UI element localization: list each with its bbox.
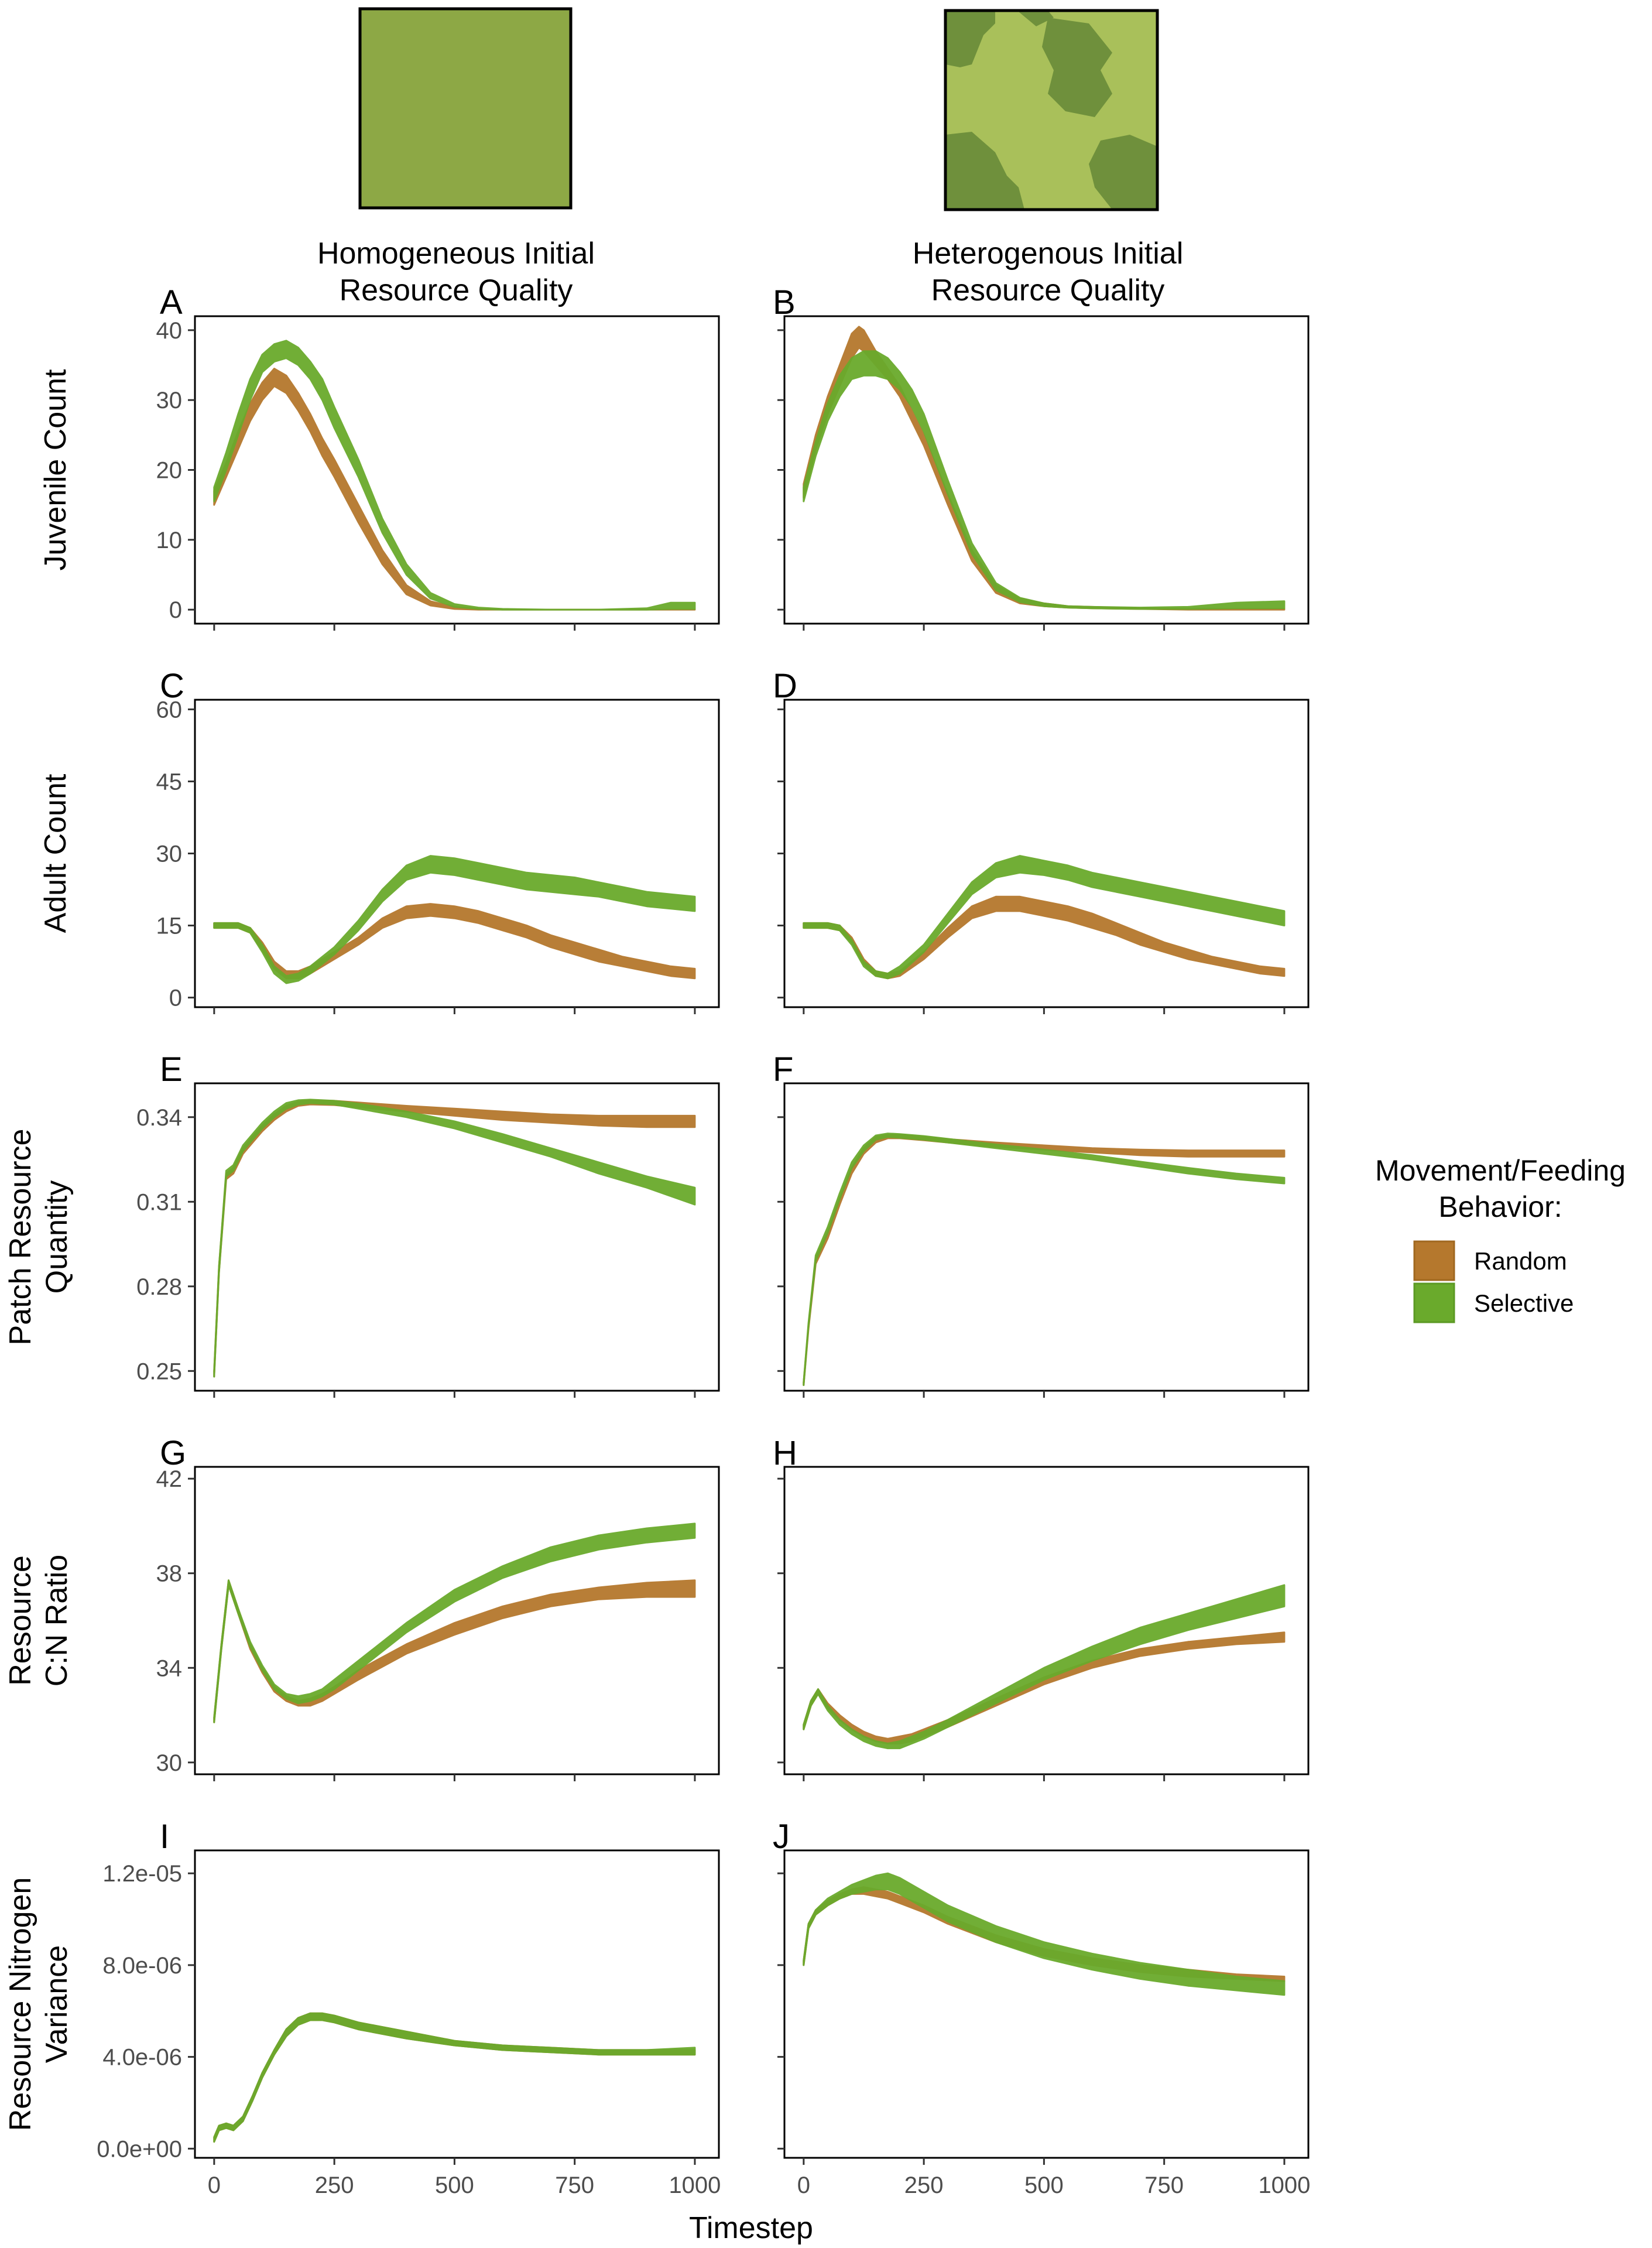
- x-tick-label: 500: [1024, 2172, 1064, 2198]
- panel-G: 30 34 38 42G: [156, 1434, 720, 1781]
- y-tick-label: 45: [156, 769, 183, 795]
- panel-letter: F: [773, 1051, 793, 1089]
- panel-letter: E: [160, 1051, 183, 1089]
- y-tick-label: 1.2e-05: [102, 1861, 182, 1887]
- panel-J: 0 250 500 750 1000 J: [773, 1818, 1310, 2198]
- row-label-5: Resource Nitrogen: [4, 1877, 37, 2131]
- legend-title-line2: Behavior:: [1438, 1190, 1562, 1223]
- column-title-homogeneous-line2: Resource Quality: [340, 273, 573, 307]
- row-label-4: C:N Ratio: [40, 1555, 74, 1686]
- x-tick-label: 1000: [1258, 2172, 1310, 2198]
- panel-letter: D: [773, 667, 797, 705]
- series-band-selective: [213, 340, 696, 611]
- series-band-selective: [213, 1522, 696, 1723]
- panel-frame: [783, 1849, 1310, 2159]
- row-label-2: Adult Count: [39, 774, 73, 933]
- panel-E: 0.25 0.28 0.31 0.34 E: [136, 1051, 720, 1398]
- y-tick-label: 15: [156, 913, 183, 939]
- panel-frame: [194, 1082, 720, 1392]
- legend-title-line1: Movement/Feeding: [1375, 1154, 1626, 1187]
- panel-A: 0 10 20 30 40A: [156, 283, 720, 631]
- y-tick-label: 0: [169, 986, 182, 1011]
- y-tick-label: 34: [156, 1655, 183, 1681]
- y-tick-label: 0.31: [136, 1189, 182, 1215]
- row-label-5: Variance: [40, 1945, 74, 2063]
- series-band-selective: [803, 1872, 1286, 1996]
- panel-frame: [194, 1849, 720, 2159]
- legend-label-selective: Selective: [1474, 1289, 1574, 1317]
- series-band-selective: [803, 1132, 1286, 1386]
- homogeneous-landscape-thumbnail: [358, 7, 573, 210]
- x-tick-label: 250: [315, 2172, 354, 2198]
- panel-frame: [194, 315, 720, 625]
- row-label-3: Quantity: [40, 1181, 74, 1294]
- series-band-selective: [803, 350, 1286, 610]
- y-tick-label: 40: [156, 318, 183, 344]
- y-tick-label: 0.34: [136, 1105, 182, 1131]
- panel-letter: C: [160, 667, 184, 705]
- y-tick-label: 8.0e-06: [102, 1953, 182, 1979]
- y-tick-label: 38: [156, 1561, 183, 1587]
- legend-label-random: Random: [1474, 1247, 1567, 1275]
- panel-letter: G: [160, 1434, 186, 1472]
- row-label-1: Juvenile Count: [39, 369, 73, 571]
- panel-D: D: [773, 667, 1310, 1014]
- legend: Movement/Feeding Behavior: Random Select…: [1375, 1154, 1626, 1323]
- x-tick-label: 0: [208, 2172, 221, 2198]
- column-title-homogeneous-line1: Homogeneous Initial: [317, 237, 595, 271]
- series-band-selective: [213, 2012, 696, 2143]
- series-band-selective: [213, 855, 696, 984]
- y-tick-label: 60: [156, 697, 183, 723]
- panel-frame: [783, 699, 1310, 1008]
- y-tick-label: 30: [156, 1750, 183, 1776]
- y-tick-label: 0.0e+00: [97, 2136, 182, 2162]
- x-tick-label: 0: [797, 2172, 810, 2198]
- column-title-heterogeneous-line1: Heterogenous Initial: [913, 237, 1184, 271]
- y-tick-label: 4.0e-06: [102, 2045, 182, 2071]
- y-tick-label: 0.25: [136, 1359, 182, 1384]
- y-tick-label: 10: [156, 528, 183, 553]
- heterogeneous-landscape-thumbnail: [944, 9, 1159, 211]
- panel-letter: H: [773, 1434, 797, 1472]
- panel-F: F: [773, 1051, 1310, 1398]
- y-tick-label: 0.28: [136, 1274, 182, 1300]
- series-band-selective: [803, 1584, 1286, 1750]
- y-tick-label: 20: [156, 458, 183, 484]
- panel-C: 0 15 30 45 60C: [156, 667, 720, 1014]
- x-tick-label: 500: [435, 2172, 474, 2198]
- x-tick-label: 750: [1144, 2172, 1184, 2198]
- row-label-4: Resource: [4, 1555, 37, 1686]
- panels: 0 10 20 30 40A B 0 15 30 45 60C D 0.25 0.28 0.31 0.34 E F…: [97, 283, 1310, 2198]
- panel-letter: I: [160, 1818, 169, 1856]
- panel-I: 0.0e+00 4.0e-06 8.0e-06 1.2e-05 0 250 500 750 10…: [97, 1818, 721, 2198]
- series-band-selective: [213, 1099, 696, 1378]
- y-tick-label: 30: [156, 841, 183, 867]
- panel-letter: B: [773, 283, 796, 321]
- x-tick-label: 1000: [669, 2172, 721, 2198]
- x-tick-label: 250: [904, 2172, 944, 2198]
- x-tick-label: 750: [555, 2172, 594, 2198]
- row-labels: Juvenile Count Adult Count Patch Resource Q…: [4, 369, 74, 2131]
- panel-frame: [194, 699, 720, 1008]
- y-tick-label: 30: [156, 388, 183, 413]
- series-band-selective: [803, 855, 1286, 980]
- panel-frame: [783, 1082, 1310, 1392]
- panel-frame: [194, 1466, 720, 1775]
- panel-H: H: [773, 1434, 1310, 1781]
- column-title-heterogeneous-line2: Resource Quality: [931, 273, 1165, 307]
- panel-letter: A: [160, 283, 183, 321]
- row-label-3: Patch Resource: [4, 1129, 37, 1346]
- legend-key-selective: [1413, 1282, 1455, 1323]
- panel-B: B: [773, 283, 1310, 631]
- panel-letter: J: [773, 1818, 790, 1856]
- y-tick-label: 0: [169, 597, 182, 623]
- legend-key-random: [1413, 1240, 1455, 1281]
- x-axis-title: Timestep: [689, 2211, 813, 2245]
- y-tick-label: 42: [156, 1466, 183, 1492]
